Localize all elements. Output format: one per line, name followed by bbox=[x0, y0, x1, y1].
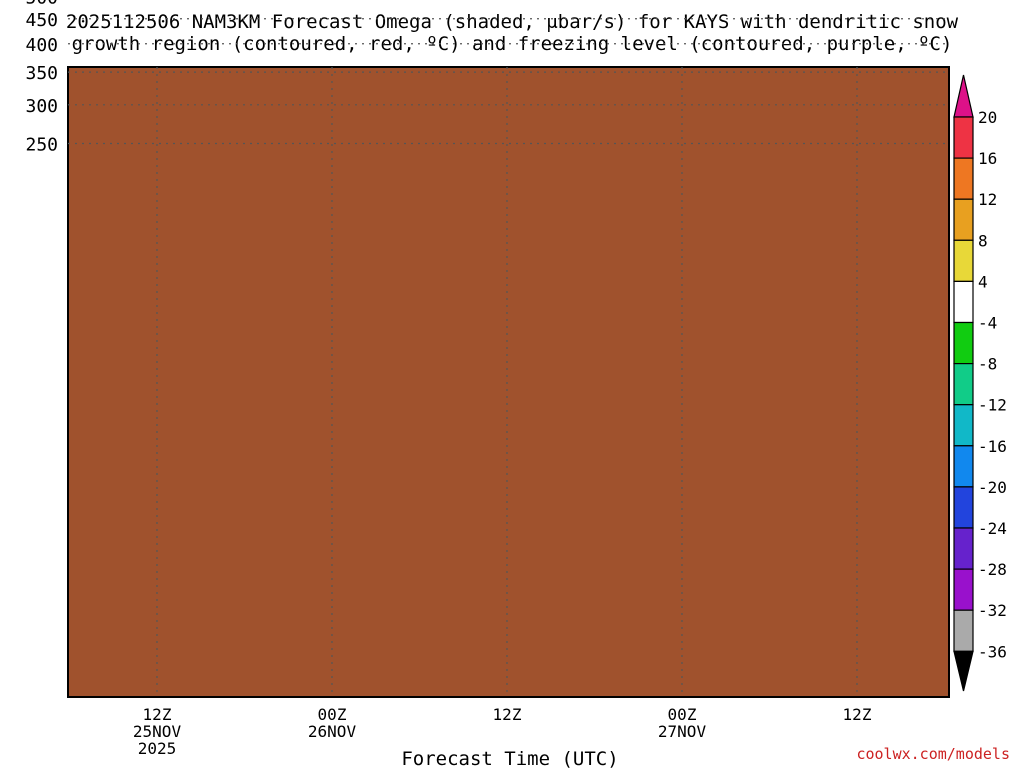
colorbar-swatch-6 bbox=[953, 363, 974, 406]
colorbar-swatch-9 bbox=[953, 486, 974, 529]
colorbar-swatch-7 bbox=[953, 404, 974, 447]
x-tick-label-1-1: 00Z bbox=[318, 705, 347, 724]
colorbar-level-10: -24 bbox=[978, 519, 1007, 538]
colorbar-bottom-arrow bbox=[953, 650, 974, 692]
colorbar-level-3: 8 bbox=[978, 231, 988, 250]
colorbar: 20 16 12 8 4 -4 -8 -12 -16 -20 -24 -28 -32 -36 bbox=[953, 74, 1007, 692]
x-tick-label-3-2: 27NOV bbox=[658, 722, 707, 741]
contour-label-bg--12-0 bbox=[398, 0, 428, 11]
colorbar-level-9: -20 bbox=[978, 478, 1007, 497]
plot-frame bbox=[67, 66, 950, 698]
colorbar-swatch-8 bbox=[953, 445, 974, 488]
colorbar-swatch-0 bbox=[953, 116, 974, 159]
plot-inner: -18-18-18-12-12000 bbox=[68, 0, 962, 697]
chart-title-line2: growth region (contoured, red, ºC) and f… bbox=[72, 33, 953, 55]
colorbar-swatch-3 bbox=[953, 239, 974, 283]
colorbar-level-2: 12 bbox=[978, 190, 997, 209]
x-tick-label-0-3: 2025 bbox=[138, 739, 177, 758]
colorbar-level-11: -28 bbox=[978, 560, 1007, 579]
y-tick-label-400: 400 bbox=[25, 35, 58, 56]
y-tick-label-300: 300 bbox=[25, 96, 58, 117]
y-tick-label-500: 500 bbox=[25, 0, 58, 8]
colorbar-swatch-4 bbox=[953, 280, 974, 324]
colorbar-level-13: -36 bbox=[978, 642, 1007, 661]
x-tick-label-4-1: 12Z bbox=[843, 705, 872, 724]
colorbar-level-8: -16 bbox=[978, 437, 1007, 456]
x-axis-label: Forecast Time (UTC) bbox=[401, 748, 618, 768]
contour-label-bg--12-1 bbox=[676, 0, 706, 4]
colorbar-swatch-5 bbox=[953, 321, 974, 365]
x-tick-label-0-2: 25NOV bbox=[133, 722, 182, 741]
x-tick-label-2-1: 12Z bbox=[493, 705, 522, 724]
colorbar-swatch-2 bbox=[953, 198, 974, 241]
colorbar-swatch-10 bbox=[953, 527, 974, 570]
colorbar-top-arrow bbox=[953, 74, 974, 118]
colorbar-level-0: 20 bbox=[978, 108, 997, 127]
colorbar-level-12: -32 bbox=[978, 601, 1007, 620]
x-tick-label-3-1: 00Z bbox=[668, 705, 697, 724]
colorbar-level-1: 16 bbox=[978, 149, 997, 168]
chart-title-line1: 2025112506 NAM3KM Forecast Omega (shaded… bbox=[66, 11, 959, 33]
colorbar-swatch-12 bbox=[953, 609, 974, 652]
colorbar-level-5: -4 bbox=[978, 314, 997, 333]
colorbar-level-6: -8 bbox=[978, 355, 997, 374]
colorbar-level-4: 4 bbox=[978, 272, 988, 291]
colorbar-level-7: -12 bbox=[978, 396, 1007, 415]
grid-layer bbox=[68, 18, 949, 697]
x-tick-label-0-1: 12Z bbox=[143, 705, 172, 724]
y-tick-label-350: 350 bbox=[25, 63, 58, 84]
contour-line--12 bbox=[87, 0, 962, 8]
colorbar-swatch-1 bbox=[953, 157, 974, 200]
colorbar-swatch-11 bbox=[953, 568, 974, 611]
plot-area: -18-18-18-12-12000 bbox=[67, 0, 962, 698]
y-tick-label-250: 250 bbox=[25, 135, 58, 156]
terrain-fill bbox=[68, 67, 949, 697]
y-tick-label-450: 450 bbox=[25, 10, 58, 31]
y-axis-ticks: 2503003504004505005506006507007508008509… bbox=[25, 0, 58, 156]
contour-label--12-1: -12 bbox=[679, 0, 702, 6]
x-tick-label-1-2: 26NOV bbox=[308, 722, 357, 741]
credit-text: coolwx.com/models bbox=[856, 745, 1010, 763]
